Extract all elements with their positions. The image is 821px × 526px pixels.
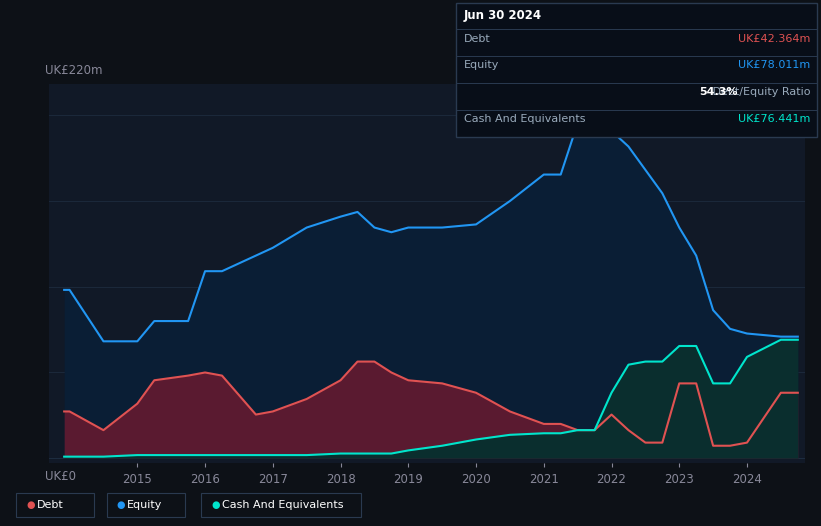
Text: ●: ● [117,500,125,510]
Text: ●: ● [211,500,219,510]
Text: ●: ● [26,500,34,510]
Text: Debt/Equity Ratio: Debt/Equity Ratio [709,87,810,97]
Text: UK£220m: UK£220m [45,64,103,77]
Text: UK£78.011m: UK£78.011m [738,60,810,70]
Text: Cash And Equivalents: Cash And Equivalents [464,114,585,124]
Text: Equity: Equity [127,500,163,510]
Text: Jun 30 2024: Jun 30 2024 [464,9,542,22]
Text: UK£76.441m: UK£76.441m [738,114,810,124]
Text: Debt: Debt [37,500,64,510]
Text: UK£0: UK£0 [45,470,76,483]
Text: 54.3%: 54.3% [699,87,738,97]
Text: Equity: Equity [464,60,499,70]
Text: UK£42.364m: UK£42.364m [738,34,810,44]
Text: Cash And Equivalents: Cash And Equivalents [222,500,343,510]
Text: Debt: Debt [464,34,491,44]
